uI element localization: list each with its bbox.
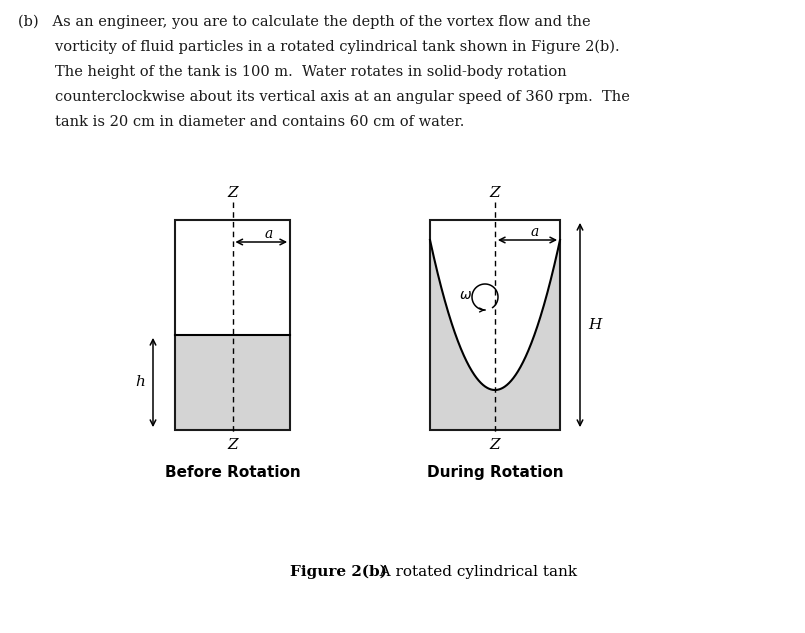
Text: Z: Z — [489, 186, 501, 200]
Bar — [430, 220, 560, 430]
Text: Z: Z — [227, 186, 237, 200]
Text: tank is 20 cm in diameter and contains 60 cm of water.: tank is 20 cm in diameter and contains 6… — [18, 115, 464, 129]
Text: The height of the tank is 100 m.  Water rotates in solid-body rotation: The height of the tank is 100 m. Water r… — [18, 65, 567, 79]
Bar — [175, 335, 290, 430]
Text: h: h — [135, 375, 145, 389]
Text: Before Rotation: Before Rotation — [165, 465, 300, 480]
Text: H: H — [588, 318, 601, 332]
Text: Z: Z — [227, 438, 237, 452]
Text: vorticity of fluid particles in a rotated cylindrical tank shown in Figure 2(b).: vorticity of fluid particles in a rotate… — [18, 40, 620, 54]
Text: (b)   As an engineer, you are to calculate the depth of the vortex flow and the: (b) As an engineer, you are to calculate… — [18, 15, 591, 29]
Text: A rotated cylindrical tank: A rotated cylindrical tank — [365, 565, 577, 579]
Text: a: a — [530, 225, 539, 239]
Text: Z: Z — [489, 438, 501, 452]
Text: a: a — [264, 227, 272, 241]
Text: counterclockwise about its vertical axis at an angular speed of 360 rpm.  The: counterclockwise about its vertical axis… — [18, 90, 630, 104]
Text: $\omega$: $\omega$ — [459, 288, 472, 302]
Polygon shape — [430, 240, 560, 430]
Text: Figure 2(b): Figure 2(b) — [290, 565, 387, 579]
Bar — [175, 220, 290, 430]
Text: During Rotation: During Rotation — [427, 465, 564, 480]
